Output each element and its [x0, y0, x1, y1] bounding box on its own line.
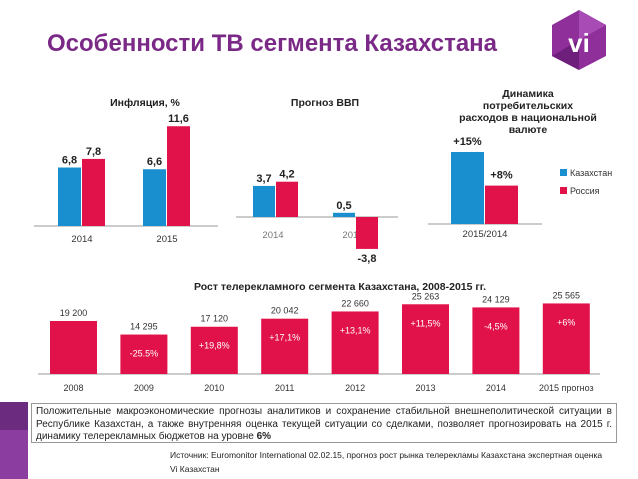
tv-x-tick: 2010 [204, 383, 224, 393]
consumer-chart-title: Динамика потребительских расходов в наци… [459, 88, 597, 136]
tv-data-label: 14 295 [130, 322, 158, 332]
tv-bar [50, 321, 97, 374]
gdp-data-label: 4,2 [279, 169, 294, 181]
gdp-bar [333, 212, 355, 217]
summary-highlight: 6% [256, 431, 272, 442]
tv-x-tick: 2008 [63, 383, 83, 393]
inflation-x-tick: 2015 [156, 234, 177, 245]
gdp-chart-title: Прогноз ВВП [290, 97, 360, 109]
source-note: Источник: Euromonitor International 02.0… [170, 450, 603, 474]
gdp-x-tick: 2015 [342, 230, 363, 241]
inflation-bar [58, 167, 81, 226]
tv-x-tick: 2009 [134, 383, 154, 393]
inflation-data-label: 7,8 [86, 146, 101, 158]
tv-data-label: 25 263 [412, 291, 440, 301]
inflation-bar [167, 126, 190, 226]
tv-x-tick: 2014 [486, 383, 506, 393]
logo-text: vi [568, 28, 590, 58]
tv-x-tick: 2012 [345, 383, 365, 393]
tv-bar [261, 318, 309, 374]
inflation-data-label: 6,6 [147, 156, 162, 168]
legend-swatch-kazakhstan [560, 169, 567, 176]
consumer-data-label: +15% [453, 136, 482, 148]
tv-data-label: 20 042 [271, 306, 299, 316]
tv-x-tick: 2015 прогноз [539, 383, 594, 393]
vi-logo: vi [552, 10, 606, 70]
tv-growth-label: +11,5% [410, 318, 440, 328]
inflation-chart-title: Инфляция, % [110, 97, 180, 109]
inflation-bar [143, 169, 166, 226]
tv-bar [402, 304, 449, 374]
legend-label-kazakhstan: Казахстан [570, 168, 612, 178]
legend-label-russia: Россия [570, 186, 600, 196]
tv-bar [190, 326, 238, 374]
gdp-bar [356, 217, 378, 249]
gdp-data-label: 3,7 [256, 173, 271, 185]
tv-data-label: 17 120 [201, 314, 229, 324]
tv-bar [120, 334, 168, 374]
summary-text: Положительные макроэкономические прогноз… [36, 406, 612, 442]
tv-bar [331, 311, 379, 374]
tv-data-label: 25 565 [553, 290, 581, 300]
tv-bar [542, 303, 590, 374]
tv-x-tick: 2011 [275, 383, 294, 393]
consumer-bar [485, 185, 518, 224]
tv-growth-label: +19,8% [199, 341, 230, 351]
gdp-bar [276, 181, 298, 217]
gdp-data-label: -3,8 [358, 253, 377, 265]
tv-data-label: 24 129 [482, 294, 510, 304]
inflation-data-label: 11,6 [168, 113, 189, 125]
decorative-band-accent [0, 430, 28, 479]
inflation-data-label: 6,8 [62, 155, 77, 167]
consumer-data-label: +8% [490, 170, 513, 182]
gdp-bar [253, 185, 275, 217]
gdp-data-label: 0,5 [336, 200, 351, 212]
tv-bar [472, 307, 520, 374]
tv-x-tick: 2013 [415, 383, 435, 393]
tv-growth-label: +6% [557, 317, 575, 327]
tv-data-label: 22 660 [341, 298, 369, 308]
tv-data-label: 19 200 [60, 308, 88, 318]
gdp-x-tick: 2014 [262, 230, 283, 241]
legend-swatch-russia [560, 187, 567, 194]
page-title: Особенности ТВ сегмента Казахстана [47, 30, 498, 57]
tv-growth-label: -4,5% [484, 321, 508, 331]
inflation-x-tick: 2014 [71, 234, 92, 245]
tv-growth-label: +17,1% [269, 333, 300, 343]
consumer-bar [451, 152, 484, 224]
summary-note: Положительные макроэкономические прогноз… [31, 403, 617, 443]
tv-chart-title: Рост телерекламного сегмента Казахстана,… [194, 281, 486, 293]
tv-growth-label: +13,1% [340, 325, 371, 335]
consumer-x-tick: 2015/2014 [463, 229, 508, 240]
inflation-bar [82, 158, 105, 226]
tv-growth-label: -25.5% [130, 349, 159, 359]
